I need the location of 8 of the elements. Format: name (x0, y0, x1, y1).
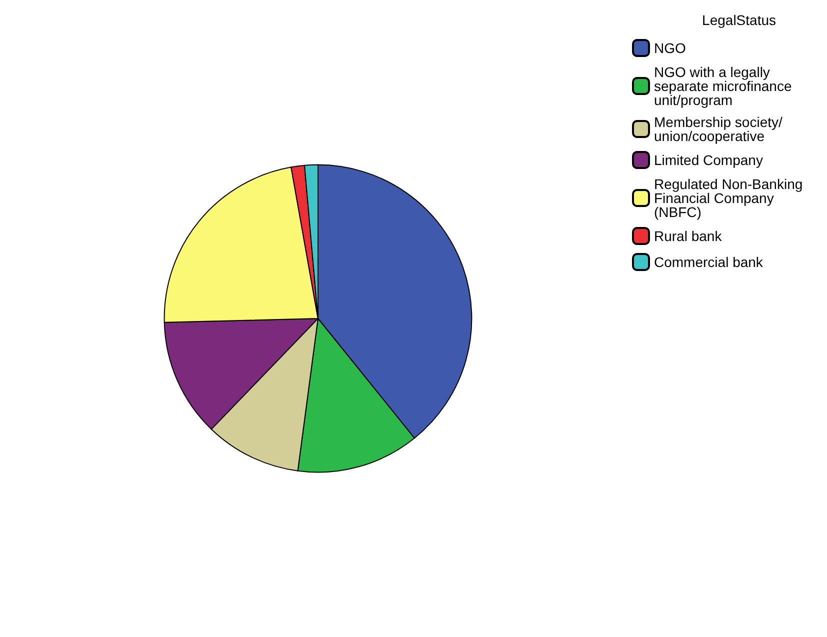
legend-label: Limited Company (654, 152, 763, 168)
legend-label: NGO (654, 40, 686, 56)
legend-label: Rural bank (654, 228, 723, 244)
legend-label: Regulated Non-Banking Financial Company (NBFC) (654, 176, 807, 220)
legend-label: NGO with a legally separate microfinance unit/program (654, 64, 796, 108)
legend-title: LegalStatus (702, 12, 776, 28)
legend-label: Membership society/union/cooperative (654, 114, 782, 144)
legend-label: Commercial bank (654, 254, 764, 270)
